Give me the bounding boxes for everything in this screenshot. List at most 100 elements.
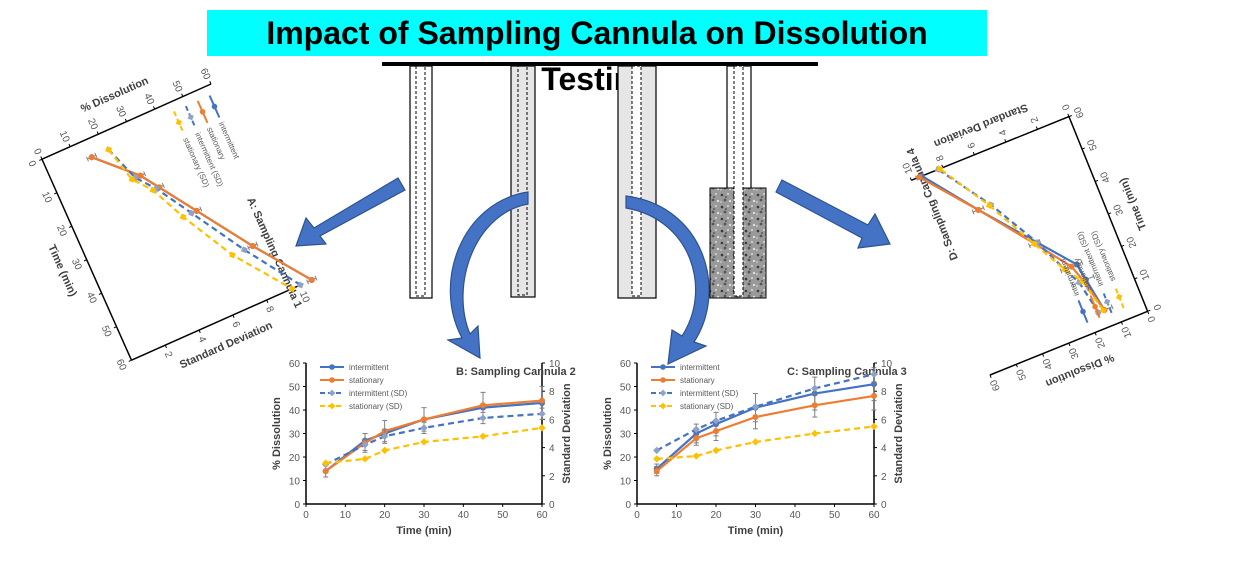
y-tick-label: 30: [113, 104, 128, 119]
y-tick-label: 10: [57, 129, 72, 144]
error-cap: [86, 156, 89, 162]
y-tick-mark: [68, 143, 71, 147]
series-line: [656, 394, 875, 472]
legend-marker: [660, 377, 666, 383]
error-cap: [1028, 243, 1031, 249]
y-tick-label: 10: [620, 477, 632, 488]
x-tick-label: 40: [84, 291, 99, 306]
data-point: [692, 452, 700, 460]
x-tick-label: 60: [868, 510, 880, 521]
y2-tick-label: 0: [549, 500, 555, 511]
x-tick-label: 20: [379, 510, 391, 521]
data-point: [751, 403, 760, 411]
y2-tick-label: 2: [1029, 115, 1041, 125]
y-tick-label: 40: [620, 406, 632, 417]
data-point: [105, 146, 112, 154]
legend-marker: [1116, 293, 1123, 301]
y-tick-label: 0: [294, 500, 300, 511]
y-tick-label: 60: [620, 359, 632, 370]
series-line: [656, 373, 875, 452]
y-tick-label: 40: [289, 406, 301, 417]
apparatus-top-bar: [382, 62, 818, 66]
x-tick-label: 10: [1138, 267, 1153, 282]
x-tick-mark: [68, 225, 73, 228]
x-tick-mark: [1134, 277, 1138, 280]
data-point: [361, 441, 369, 449]
y-tick-label: 10: [1120, 324, 1135, 339]
y2-tick-mark: [164, 344, 167, 349]
error-cap: [247, 245, 251, 251]
error-cap: [971, 209, 975, 215]
data-point: [870, 422, 878, 431]
x-tick-label: 0: [303, 510, 309, 521]
y-tick-label: 20: [289, 453, 301, 464]
y-tick-label: 10: [289, 477, 301, 488]
y2-tick-label: 0: [1060, 102, 1072, 112]
y2-tick-label: 10: [901, 160, 916, 175]
data-point: [229, 251, 236, 259]
chart-title: C: Sampling Cannula 3: [787, 366, 907, 378]
x-tick-mark: [113, 326, 117, 329]
y2-axis-line: [131, 284, 301, 361]
x-tick-label: 50: [99, 324, 114, 339]
error-cap: [1092, 273, 1096, 279]
x-tick-label: 60: [1072, 105, 1087, 120]
legend-label: stationary: [680, 376, 715, 385]
series-stationary-sd: [105, 146, 296, 293]
x-tick-label: 10: [671, 510, 683, 521]
series-line: [107, 148, 302, 286]
x-tick-label: 20: [54, 224, 69, 239]
y-tick-mark: [1015, 364, 1018, 368]
curved-arrow-to-chart-b: [446, 191, 529, 360]
y-tick-label: 50: [169, 79, 184, 94]
y-tick-label: 20: [620, 453, 632, 464]
data-point: [1061, 265, 1069, 273]
error-cap: [255, 241, 259, 247]
x-tick-label: 40: [1098, 170, 1113, 185]
data-point: [985, 201, 993, 209]
y-tick-label: 50: [620, 383, 632, 394]
data-point: [420, 424, 428, 432]
series-line: [656, 383, 875, 470]
legend-marker: [1092, 303, 1098, 310]
legend-label: intermittent (SD): [349, 389, 408, 398]
y2-tick-mark: [909, 177, 912, 181]
y2-tick-mark: [1035, 126, 1038, 130]
legend-marker: [659, 389, 667, 397]
x-tick-label: 30: [69, 257, 84, 272]
data-point: [916, 174, 923, 181]
data-point: [811, 402, 818, 409]
y-axis-title: % Dissolution: [602, 397, 614, 470]
y-tick-label: 0: [31, 147, 43, 157]
error-cap: [143, 171, 147, 177]
data-point: [693, 435, 700, 442]
legend-marker: [328, 402, 336, 410]
y2-tick-label: 4: [997, 127, 1009, 137]
data-point: [128, 176, 136, 183]
data-point: [811, 429, 819, 438]
series-line: [939, 167, 1105, 312]
y2-tick-mark: [232, 314, 235, 319]
data-point: [322, 468, 329, 475]
cannula-2: [510, 65, 536, 298]
legend-marker: [211, 103, 218, 110]
y2-tick-label: 4: [549, 444, 555, 455]
y2-tick-label: 0: [881, 500, 887, 511]
y2-tick-mark: [972, 151, 975, 156]
data-point: [193, 207, 200, 214]
data-point: [240, 246, 248, 254]
data-point: [653, 468, 660, 475]
x-tick-mark: [1081, 147, 1086, 150]
series-line: [918, 176, 1106, 311]
y-tick-label: 60: [289, 359, 301, 370]
legend-marker: [175, 119, 182, 126]
x-axis-title: Time (min): [396, 525, 452, 537]
x-tick-mark: [1068, 115, 1072, 118]
y-tick-label: 30: [289, 430, 301, 441]
y2-tick-label: 2: [162, 350, 174, 360]
series-line: [325, 399, 543, 472]
cannula-3: [617, 65, 657, 299]
x-tick-mark: [1108, 212, 1112, 215]
